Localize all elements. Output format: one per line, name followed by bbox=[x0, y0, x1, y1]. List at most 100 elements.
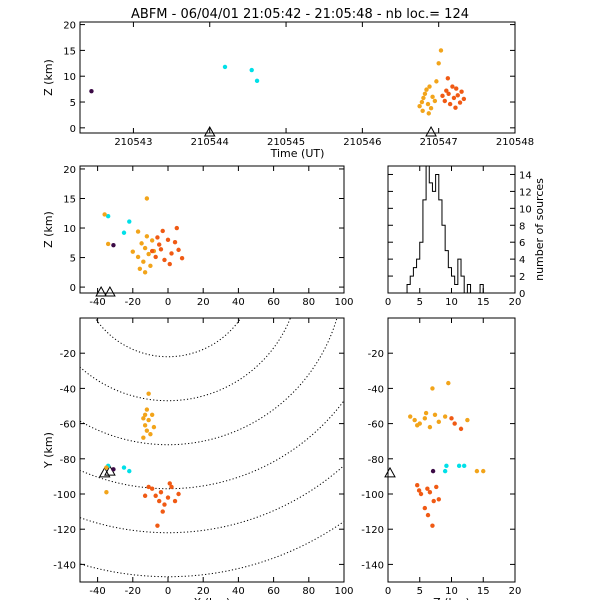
y-tick-label: 10 bbox=[63, 72, 76, 83]
x-tick-label: 15 bbox=[477, 297, 490, 308]
y-axis-label: Z (km) bbox=[42, 59, 55, 96]
source-point bbox=[111, 467, 116, 472]
source-point bbox=[462, 463, 467, 469]
y-tick-label: -40 bbox=[368, 384, 384, 395]
source-point bbox=[431, 498, 436, 504]
x-tick-label: 20 bbox=[197, 297, 210, 308]
x-tick-label: -20 bbox=[125, 297, 141, 308]
x-tick-label: -40 bbox=[89, 586, 105, 597]
source-point bbox=[157, 498, 162, 504]
range-rings bbox=[80, 318, 344, 578]
x-tick-label: 80 bbox=[302, 586, 315, 597]
source-point bbox=[135, 254, 141, 260]
source-point bbox=[222, 64, 228, 70]
source-point bbox=[155, 235, 160, 240]
source-point bbox=[444, 463, 449, 469]
y-tick-label: 8 bbox=[519, 221, 525, 232]
source-point bbox=[176, 491, 181, 497]
x-tick-label: 210546 bbox=[343, 137, 381, 148]
panel-plan-view: -40 -20 0 20 40 60 80 100 -20 -40 -60 -80 -100 -120 -1… bbox=[42, 317, 354, 600]
source-point bbox=[121, 465, 127, 470]
x-tick-label: 0 bbox=[165, 586, 171, 597]
source-point bbox=[153, 493, 158, 498]
y-tick-label: 10 bbox=[519, 204, 532, 215]
source-point bbox=[481, 468, 486, 474]
source-point bbox=[436, 61, 441, 66]
source-point bbox=[430, 94, 435, 100]
x-tick-label: 0 bbox=[165, 297, 171, 308]
x-tick-label: 210548 bbox=[496, 137, 534, 148]
source-point bbox=[474, 468, 480, 474]
source-point bbox=[427, 84, 432, 89]
y-tick-label: -80 bbox=[368, 455, 384, 466]
source-point bbox=[169, 484, 174, 490]
source-point bbox=[151, 424, 157, 430]
source-point bbox=[153, 254, 158, 260]
source-point bbox=[104, 490, 109, 495]
source-point bbox=[446, 380, 451, 386]
source-point bbox=[157, 242, 162, 247]
y-tick-label: 6 bbox=[519, 238, 525, 249]
y-tick-label: -100 bbox=[361, 490, 384, 501]
source-point bbox=[254, 78, 260, 84]
source-point bbox=[174, 225, 179, 231]
source-point bbox=[436, 497, 441, 502]
source-point bbox=[144, 407, 150, 412]
x-tick-label: 100 bbox=[334, 297, 353, 308]
source-point bbox=[141, 416, 146, 421]
x-tick-label: 100 bbox=[334, 586, 353, 597]
y-tick-label: -20 bbox=[368, 349, 384, 360]
station-marker bbox=[425, 125, 437, 137]
source-point bbox=[430, 386, 435, 391]
source-point bbox=[167, 481, 172, 486]
y-tick-label: 0 bbox=[70, 124, 76, 135]
y-tick-label: 15 bbox=[63, 46, 76, 57]
source-point bbox=[162, 257, 167, 263]
source-point bbox=[179, 255, 185, 261]
source-point bbox=[417, 103, 422, 109]
source-point bbox=[408, 414, 413, 419]
panel-x-altitude: -40 -20 0 20 40 60 80 100 0 5 10 15 20 Z (km) bbox=[42, 165, 354, 308]
source-point bbox=[102, 212, 107, 217]
histogram-bars bbox=[388, 165, 515, 294]
range-ring bbox=[80, 464, 344, 534]
source-point bbox=[442, 468, 448, 474]
y-axis-label: Y (km) bbox=[42, 432, 55, 469]
source-point bbox=[430, 468, 436, 474]
range-ring bbox=[80, 399, 344, 490]
source-point bbox=[438, 48, 444, 53]
source-point bbox=[458, 426, 464, 432]
source-point bbox=[412, 417, 417, 423]
source-point bbox=[149, 412, 155, 417]
source-point bbox=[144, 234, 150, 239]
source-point bbox=[142, 412, 148, 417]
y-tick-label: -80 bbox=[60, 455, 76, 466]
source-point bbox=[454, 86, 459, 91]
x-tick-label: 20 bbox=[509, 297, 522, 308]
source-point bbox=[427, 424, 433, 430]
source-point bbox=[165, 495, 171, 500]
source-point bbox=[427, 490, 433, 495]
source-point bbox=[155, 523, 160, 528]
y-tick-label: -20 bbox=[60, 349, 76, 360]
source-point bbox=[415, 483, 420, 488]
plot-frame bbox=[79, 317, 345, 583]
source-point bbox=[461, 96, 467, 102]
source-point bbox=[423, 410, 429, 416]
y-tick-label: 12 bbox=[519, 187, 532, 198]
y-tick-label: -100 bbox=[53, 490, 76, 501]
source-point bbox=[141, 435, 146, 440]
source-point bbox=[419, 99, 425, 105]
source-point bbox=[149, 486, 155, 491]
station-marker bbox=[203, 125, 216, 137]
source-point bbox=[425, 486, 430, 491]
y-tick-label: 15 bbox=[63, 194, 76, 205]
source-point bbox=[162, 502, 167, 507]
y-tick-label: 20 bbox=[63, 21, 76, 32]
source-point bbox=[421, 95, 426, 101]
source-point bbox=[135, 229, 141, 234]
source-point bbox=[139, 241, 144, 246]
x-tick-label: 5 bbox=[417, 586, 423, 597]
source-point bbox=[453, 105, 458, 110]
